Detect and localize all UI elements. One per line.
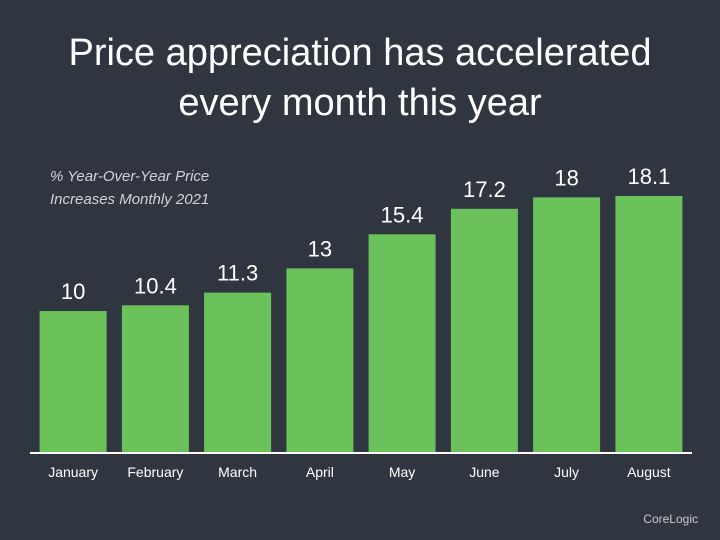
source-label: CoreLogic <box>643 512 698 526</box>
data-label-april: 13 <box>308 236 332 261</box>
data-label-august: 18.1 <box>627 164 670 189</box>
bar-january <box>39 311 107 453</box>
x-tick-label-april: April <box>306 464 334 480</box>
data-label-january: 10 <box>61 279 85 304</box>
x-tick-label-january: January <box>48 464 98 480</box>
bar-february <box>121 305 189 453</box>
data-label-march: 11.3 <box>217 261 258 286</box>
chart-title-line2: every month this year <box>178 82 542 124</box>
x-tick-label-may: May <box>389 464 415 480</box>
bar-april <box>286 268 354 453</box>
bar-august <box>615 196 683 453</box>
x-tick-label-july: July <box>554 464 579 480</box>
chart-subtitle-line1: % Year-Over-Year Price <box>50 168 210 185</box>
bar-july <box>533 197 601 453</box>
data-label-june: 17.2 <box>463 177 506 202</box>
chart-subtitle: % Year-Over-Year Price Increases Monthly… <box>50 165 209 211</box>
bar-march <box>204 292 272 453</box>
bar-may <box>368 234 436 453</box>
data-label-may: 15.4 <box>381 202 424 227</box>
chart-subtitle-line2: Increases Monthly 2021 <box>50 191 210 208</box>
bar-series <box>39 196 683 453</box>
data-labels: 10 10.4 11.3 13 15.4 17.2 18 18.1 <box>61 164 670 304</box>
chart-title-line1: Price appreciation has accelerated <box>68 32 652 74</box>
x-axis-tick-labels: January February March April May June July Augu… <box>48 464 671 480</box>
x-tick-label-february: February <box>127 464 183 480</box>
x-tick-label-august: August <box>627 464 671 480</box>
chart-title: Price appreciation has accelerated every… <box>0 28 720 128</box>
x-tick-label-march: March <box>218 464 257 480</box>
data-label-july: 18 <box>554 165 578 190</box>
x-tick-label-june: June <box>469 464 500 480</box>
bar-june <box>450 208 518 453</box>
data-label-february: 10.4 <box>134 273 177 298</box>
